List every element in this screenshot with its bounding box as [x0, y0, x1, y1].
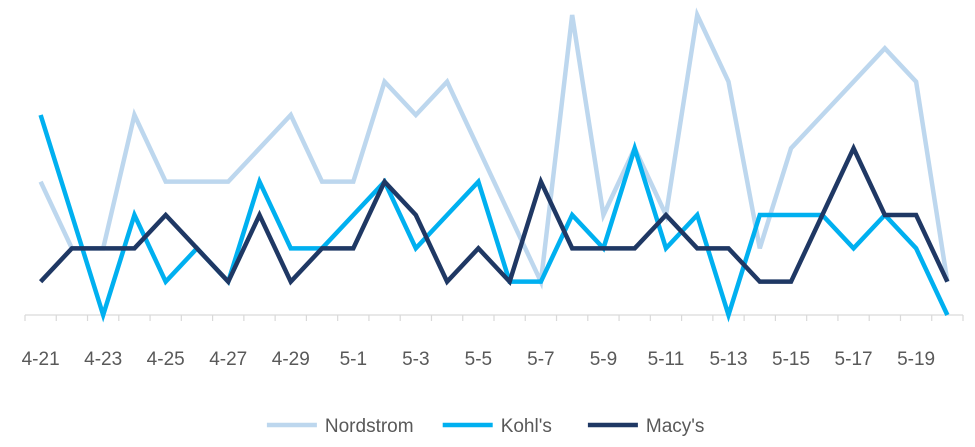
x-tick-label: 5-17: [835, 349, 873, 370]
legend-label-macy-s: Macy's: [646, 416, 705, 437]
x-tick-label: 5-5: [465, 349, 492, 370]
x-tick-label: 4-21: [22, 349, 60, 370]
series-line-nordstrom: [38, 7, 950, 290]
x-tick-label: 5-3: [402, 349, 429, 370]
x-tick-label: 5-1: [340, 349, 367, 370]
x-tick-label: 5-13: [709, 349, 747, 370]
legend: Nordstrom Kohl's Macy's: [266, 416, 705, 437]
series-layer: [38, 7, 950, 323]
x-tick-labels: 4-21 4-23 4-25 4-27 4-29 5-1 5-3 5-5 5-7 5-9 5-11 5…: [22, 349, 935, 370]
series-line-macy-s: [38, 143, 950, 287]
x-tick-label: 4-23: [84, 349, 122, 370]
x-tick-label: 4-29: [272, 349, 310, 370]
x-tick-label: 5-9: [590, 349, 617, 370]
x-tick-label: 5-19: [897, 349, 935, 370]
x-tick-label: 5-11: [648, 349, 685, 370]
x-axis: [24, 314, 964, 321]
series-line-kohl-s: [38, 114, 950, 323]
legend-label-kohl-s: Kohl's: [501, 416, 552, 437]
x-tick-label: 4-25: [147, 349, 185, 370]
x-tick-label: 5-15: [772, 349, 810, 370]
x-tick-label: 5-7: [527, 349, 554, 370]
legend-label-nordstrom: Nordstrom: [325, 416, 414, 437]
x-tick-label: 4-27: [209, 349, 247, 370]
